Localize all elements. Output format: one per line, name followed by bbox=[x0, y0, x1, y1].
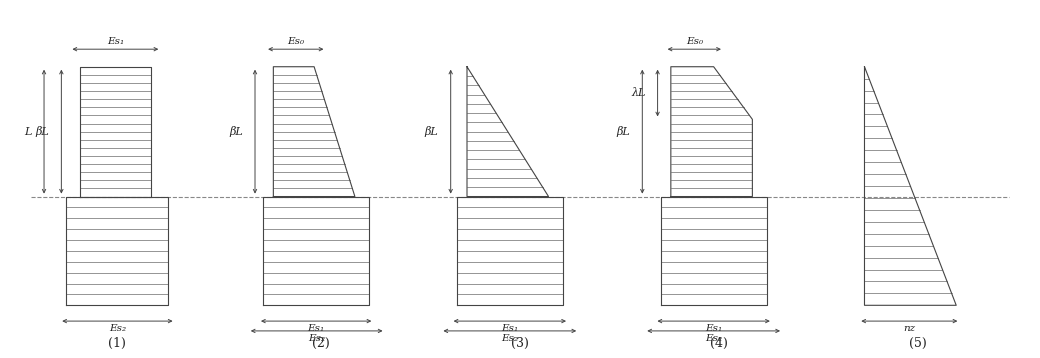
Text: (5): (5) bbox=[909, 337, 927, 350]
Text: βL: βL bbox=[424, 126, 439, 137]
Text: Es₁: Es₁ bbox=[107, 37, 124, 46]
Text: Es₁: Es₁ bbox=[501, 324, 518, 333]
Text: λL: λL bbox=[631, 88, 646, 98]
Text: L: L bbox=[24, 127, 32, 137]
Text: Es₁: Es₁ bbox=[308, 324, 324, 333]
Text: Es₂: Es₂ bbox=[501, 334, 518, 343]
Text: (4): (4) bbox=[710, 337, 728, 350]
Text: Es₂: Es₂ bbox=[109, 324, 126, 333]
Text: (3): (3) bbox=[511, 337, 529, 350]
Text: βL: βL bbox=[229, 126, 242, 137]
Text: Es₀: Es₀ bbox=[685, 37, 703, 46]
Text: Es₁: Es₁ bbox=[705, 324, 722, 333]
Text: Es₂: Es₂ bbox=[705, 334, 722, 343]
Text: (1): (1) bbox=[108, 337, 126, 350]
Text: Es₀: Es₀ bbox=[287, 37, 305, 46]
Text: nz: nz bbox=[904, 324, 915, 333]
Text: (2): (2) bbox=[312, 337, 330, 350]
Text: Es₂: Es₂ bbox=[308, 334, 326, 343]
Text: βL: βL bbox=[617, 126, 630, 137]
Text: βL: βL bbox=[35, 126, 49, 137]
